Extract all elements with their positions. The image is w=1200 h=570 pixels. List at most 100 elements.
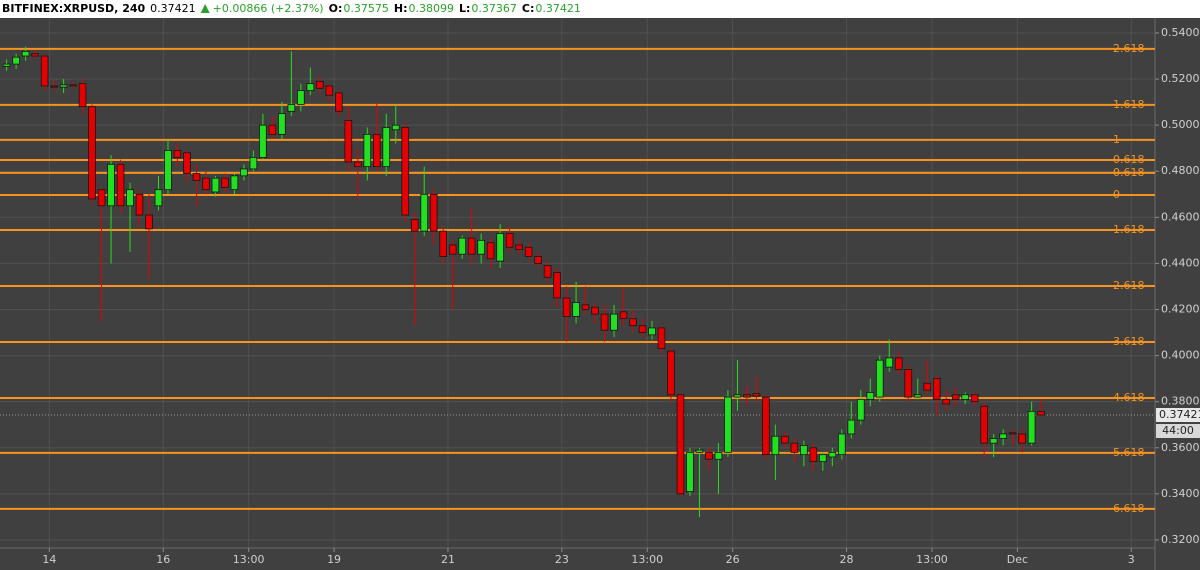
candle-body xyxy=(439,230,448,257)
fib-level-label: 6.618 xyxy=(1113,502,1145,515)
x-tick-label: 21 xyxy=(441,553,455,566)
candle-body xyxy=(610,313,618,331)
candle-body xyxy=(591,306,599,315)
candle-body xyxy=(297,90,305,105)
candle-body xyxy=(790,442,799,453)
candle-body xyxy=(268,124,277,135)
candle-body xyxy=(724,396,732,453)
candle-body xyxy=(249,157,258,170)
candle-body xyxy=(448,244,457,255)
candle-body xyxy=(600,313,609,331)
candle-body xyxy=(543,265,552,278)
candle-body xyxy=(619,311,628,320)
header-text: +0.00866 (+2.37%) xyxy=(213,2,324,15)
candle-body xyxy=(154,189,163,207)
candle-body xyxy=(21,51,30,57)
candle-body xyxy=(31,53,39,57)
candle-body xyxy=(353,161,362,168)
candle-body xyxy=(1027,410,1036,444)
candle-body xyxy=(762,396,770,456)
header-text: 0.37421 xyxy=(535,2,581,15)
candle-body xyxy=(714,451,723,460)
up-triangle xyxy=(200,4,210,13)
candle-body xyxy=(164,150,172,191)
candle-body xyxy=(819,454,827,462)
candle-body xyxy=(913,394,922,398)
candle-body xyxy=(372,133,381,168)
candle-body xyxy=(553,272,561,299)
x-tick-label: 23 xyxy=(555,553,569,566)
candle-body xyxy=(116,163,125,207)
candle-body xyxy=(562,297,571,317)
candle-body xyxy=(989,438,998,444)
candle-body xyxy=(1008,432,1017,435)
header-text: O: xyxy=(329,2,343,15)
header-text: 0.37367 xyxy=(471,2,517,15)
candle-body xyxy=(496,233,504,262)
candle-body xyxy=(363,133,372,168)
candle-body xyxy=(458,237,467,255)
candle-body xyxy=(695,449,704,453)
candle-body xyxy=(800,445,808,456)
x-tick-label: 3 xyxy=(1128,553,1135,566)
candle-body xyxy=(676,394,685,495)
candle-body xyxy=(752,393,761,397)
candle-body xyxy=(40,55,49,87)
candle-body xyxy=(410,219,419,232)
countdown-tag xyxy=(1156,424,1200,439)
candle-body xyxy=(1018,433,1026,444)
candle-body xyxy=(932,378,941,400)
candle-body xyxy=(648,327,656,336)
candle-body xyxy=(183,152,191,174)
fib-level-label: 2.618 xyxy=(1113,42,1145,55)
candle-body xyxy=(923,382,932,391)
x-tick-label: 26 xyxy=(726,553,740,566)
candle-body xyxy=(107,163,115,207)
header-text: L: xyxy=(459,2,470,15)
candle-body xyxy=(505,233,514,248)
candle-body xyxy=(382,127,391,168)
y-tick-label: 0.32000 xyxy=(1161,533,1200,546)
x-tick-label: 13:00 xyxy=(631,553,663,566)
candle-body xyxy=(885,357,894,368)
candle-body xyxy=(970,394,979,403)
candle-body xyxy=(173,150,182,158)
candle-body xyxy=(287,104,296,112)
candle-body xyxy=(78,83,87,108)
candle-body xyxy=(572,302,580,317)
candle-body xyxy=(486,242,495,260)
x-tick-label: 13:00 xyxy=(916,553,948,566)
candle-body xyxy=(961,394,970,400)
fib-level-label: 0 xyxy=(1113,188,1120,201)
fib-level-label: 5.618 xyxy=(1113,446,1145,459)
candle-body xyxy=(771,435,780,456)
candle-body xyxy=(334,92,343,112)
candle-body xyxy=(259,124,267,158)
candle-body xyxy=(325,85,334,96)
candle-body xyxy=(2,63,11,67)
fib-level-label: 3.618 xyxy=(1113,335,1145,348)
fib-level-label: 1.618 xyxy=(1113,98,1145,111)
x-tick-label: 14 xyxy=(42,553,56,566)
candle-body xyxy=(420,193,429,232)
fib-level-label: 0.618 xyxy=(1113,166,1145,179)
candle-body xyxy=(429,193,438,232)
candle-body xyxy=(230,175,239,191)
candle-body xyxy=(999,433,1007,439)
candle-body xyxy=(781,435,789,444)
candle-body xyxy=(69,84,77,87)
header-text: BITFINEX:XRPUSD, 240 xyxy=(2,2,146,15)
candle-body xyxy=(401,127,410,216)
candle-body xyxy=(894,357,903,370)
